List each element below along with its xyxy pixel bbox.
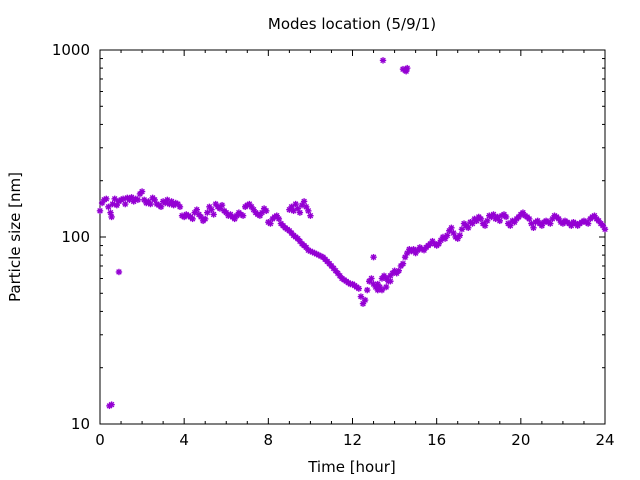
- x-tick-labels: 0 4 8 12 16 20 24: [95, 431, 614, 449]
- data-point: [378, 286, 386, 294]
- data-point: [208, 206, 215, 213]
- data-point: [458, 226, 466, 233]
- data-point: [296, 209, 304, 216]
- data-point: [202, 215, 209, 223]
- data-point: [496, 217, 503, 225]
- data-point: [239, 212, 247, 219]
- data-point: [204, 209, 211, 216]
- data-point: [502, 213, 510, 221]
- x-tick-label: 16: [427, 431, 446, 449]
- x-tick-label: 12: [343, 431, 362, 449]
- data-point: [138, 188, 146, 195]
- data-point: [448, 224, 455, 231]
- data-point: [134, 196, 142, 204]
- data-point: [456, 232, 464, 239]
- y-axis-label: Particle size [nm]: [6, 172, 24, 302]
- data-point: [481, 222, 489, 229]
- data-point: [435, 240, 442, 247]
- data-point: [402, 68, 410, 75]
- y-tick-label: 10: [71, 415, 90, 433]
- x-tick-label: 8: [264, 431, 274, 449]
- data-point: [108, 401, 115, 408]
- data-point: [387, 278, 394, 285]
- data-point: [210, 211, 217, 218]
- data-point: [549, 215, 556, 223]
- data-point: [105, 203, 112, 211]
- x-tick-label: 24: [595, 431, 614, 449]
- data-point: [115, 268, 123, 276]
- data-point: [379, 57, 387, 64]
- data-point: [364, 286, 371, 294]
- data-point: [366, 278, 373, 285]
- data-point: [223, 209, 230, 216]
- data-point: [355, 285, 363, 292]
- data-point: [119, 195, 127, 203]
- x-tick-label: 20: [511, 431, 530, 449]
- data-point: [263, 207, 270, 215]
- data-point: [382, 283, 390, 291]
- data-point: [218, 201, 226, 209]
- data-point: [300, 198, 308, 205]
- data-point: [483, 217, 491, 225]
- data-point: [307, 212, 314, 219]
- chart-title: Modes location (5/9/1): [268, 15, 436, 33]
- axis-ticks: [99, 49, 606, 425]
- y-tick-label: 100: [61, 228, 90, 246]
- data-point: [465, 224, 472, 231]
- data-point: [601, 226, 609, 233]
- data-point: [111, 195, 118, 203]
- y-tick-labels: 10 100 1000: [52, 41, 90, 433]
- data-point: [273, 212, 280, 219]
- data-point: [370, 253, 377, 261]
- data-points: [96, 57, 609, 410]
- data-point: [530, 224, 537, 231]
- data-point: [108, 213, 115, 221]
- data-point: [193, 206, 200, 213]
- data-point: [96, 207, 104, 215]
- x-axis-label: Time [hour]: [307, 458, 396, 476]
- data-point: [176, 203, 184, 211]
- x-tick-label: 4: [179, 431, 189, 449]
- plot-frame: [99, 49, 606, 425]
- data-point: [189, 215, 196, 223]
- data-point: [399, 260, 407, 267]
- data-point: [395, 267, 402, 274]
- y-tick-label: 1000: [52, 41, 90, 59]
- data-point: [441, 235, 449, 242]
- x-tick-label: 0: [95, 431, 105, 449]
- data-point: [103, 195, 110, 203]
- data-point: [147, 200, 154, 208]
- data-point: [361, 296, 369, 304]
- data-point: [157, 203, 165, 211]
- data-point: [374, 280, 381, 288]
- data-point: [305, 207, 312, 215]
- data-point: [122, 200, 129, 208]
